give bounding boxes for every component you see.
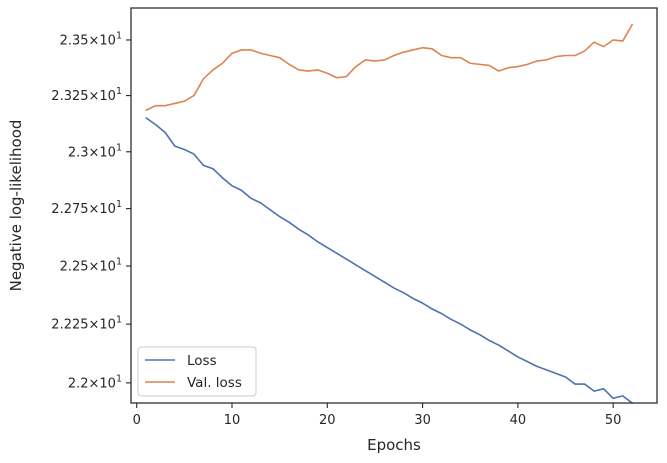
y-tick-label: 2.35×101 (60, 30, 122, 48)
x-tick-label: 50 (605, 413, 622, 428)
x-tick-label: 10 (224, 413, 241, 428)
y-tick-label: 2.275×101 (51, 199, 122, 217)
x-axis-label: Epochs (367, 436, 421, 454)
x-axis: 0 10 20 30 40 50 (133, 403, 622, 428)
legend: Loss Val. loss (137, 346, 257, 397)
series-line-loss (145, 117, 634, 404)
y-tick-label: 2.25×101 (60, 257, 122, 275)
x-tick-label: 30 (414, 413, 431, 428)
y-axis: 2.2×101 2.225×101 2.25×101 2.275×101 2.3×101… (51, 30, 131, 391)
y-tick-label: 2.2×101 (68, 373, 122, 391)
x-tick-label: 20 (319, 413, 336, 428)
x-tick-label: 0 (133, 413, 141, 428)
series-line-val-loss (145, 23, 634, 111)
y-axis-label: Negative log-likelihood (7, 120, 25, 292)
y-tick-label: 2.225×101 (51, 315, 122, 333)
y-tick-label: 2.325×101 (51, 86, 122, 104)
y-tick-label: 2.3×101 (68, 142, 122, 160)
series-layer (145, 23, 634, 404)
x-tick-label: 40 (510, 413, 527, 428)
axes-frame (130, 7, 658, 404)
legend-label-loss: Loss (187, 353, 217, 369)
legend-label-val-loss: Val. loss (187, 375, 242, 391)
